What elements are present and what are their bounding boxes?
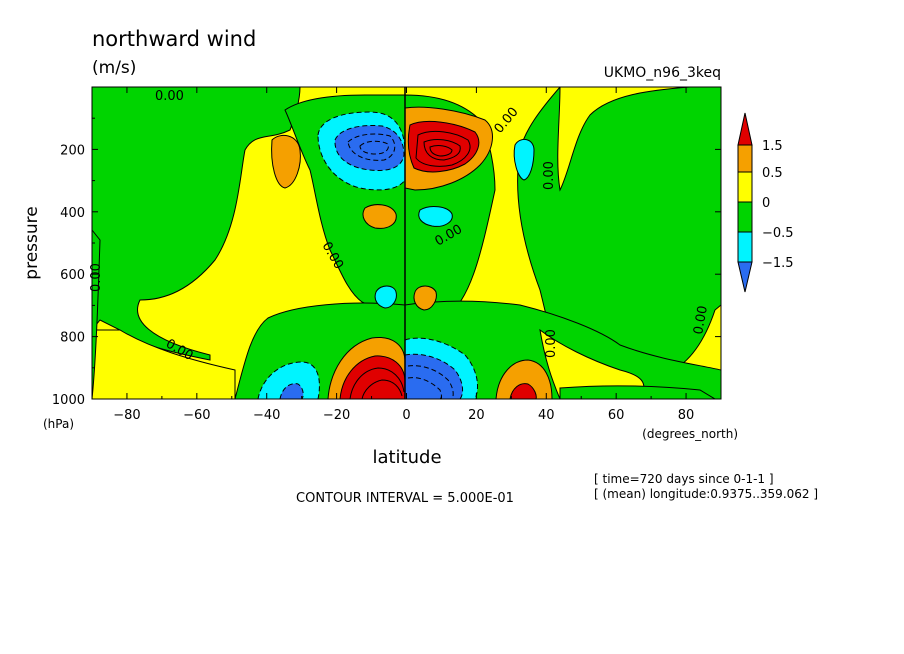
blob-orange-west-200 bbox=[271, 134, 301, 189]
x-tick-label-5: 20 bbox=[468, 408, 485, 423]
y-tick-label-0: 200 bbox=[60, 143, 85, 158]
cell-lower-north-blue bbox=[404, 353, 464, 399]
colorbar-label-3: −0.5 bbox=[762, 226, 794, 241]
blob-orange-south-400 bbox=[362, 204, 397, 229]
inner-contour-lower-south-1 bbox=[349, 367, 405, 399]
blob-orange-north-600 bbox=[413, 285, 437, 311]
cell-lower-subtropic-north-red bbox=[509, 383, 537, 399]
y-tick-label-4: 1000 bbox=[52, 393, 85, 408]
plot-field bbox=[92, 87, 721, 399]
y-tick-label-1: 400 bbox=[60, 206, 85, 221]
x-tick-label-8: 80 bbox=[678, 408, 695, 423]
contour-label-8: 0.00 bbox=[691, 305, 711, 336]
colorbar-legend: 1.5 0.5 0 −0.5 −1.5 bbox=[737, 112, 794, 293]
cell-lower-subtropic-south-blue bbox=[279, 383, 304, 399]
contour-label-6: 0.00 bbox=[544, 329, 559, 358]
cell-lower-subtropic-south-cyan bbox=[257, 361, 320, 399]
chart-title: northward wind bbox=[92, 27, 256, 51]
cell-upper-south-blue bbox=[334, 125, 405, 171]
contour-label-9: 0.00 bbox=[89, 263, 104, 292]
x-axis-units: (degrees_north) bbox=[642, 427, 738, 441]
chart-units: (m/s) bbox=[92, 58, 136, 78]
contour-interval: CONTOUR INTERVAL = 5.000E-01 bbox=[296, 491, 514, 506]
y-tick-label-2: 600 bbox=[60, 268, 85, 283]
inner-contour-upper-north-3 bbox=[429, 145, 453, 157]
time-info: [ time=720 days since 0-1-1 ] bbox=[594, 472, 774, 486]
contour-label-1: 0.00 bbox=[155, 89, 184, 104]
inner-contour-upper-north-1 bbox=[415, 130, 471, 167]
colorbar-top-arrow bbox=[737, 112, 753, 146]
x-tick-label-7: 60 bbox=[608, 408, 625, 423]
inner-contour-lower-south-2 bbox=[361, 379, 403, 399]
cell-upper-north-red bbox=[407, 120, 480, 173]
colorbar-label-2: 0 bbox=[762, 196, 770, 211]
colorbar-label-1: 0.5 bbox=[762, 166, 783, 181]
colorbar-segment-2 bbox=[737, 201, 753, 233]
x-tick-label-1: −60 bbox=[183, 408, 210, 423]
region-yellow-west-low bbox=[92, 329, 236, 399]
colorbar-bottom-arrow bbox=[737, 261, 753, 293]
blob-cyan-east-200 bbox=[513, 138, 535, 181]
colorbar-segment-3 bbox=[737, 231, 753, 263]
x-tick-label-3: −20 bbox=[323, 408, 350, 423]
inner-contours bbox=[347, 130, 471, 399]
inner-contour-upper-south-2 bbox=[359, 140, 389, 155]
colorbar-segment-1 bbox=[737, 171, 753, 203]
cell-lower-subtropic-north-orange bbox=[495, 359, 553, 399]
inner-contour-upper-north-2 bbox=[423, 138, 461, 161]
y-tick-label-3: 800 bbox=[60, 331, 85, 346]
inner-contour-upper-south-1 bbox=[347, 133, 396, 161]
region-yellow-east-low bbox=[539, 328, 645, 399]
longitude-info: [ (mean) longitude:0.9375..359.062 ] bbox=[594, 487, 818, 501]
x-tick-label-0: −80 bbox=[113, 408, 140, 423]
blob-cyan-south-600 bbox=[374, 285, 397, 309]
region-green-west bbox=[92, 87, 301, 361]
blob-cyan-north-400 bbox=[418, 206, 453, 227]
colorbar-label-0: 1.5 bbox=[762, 139, 783, 154]
colorbar-label-4: −1.5 bbox=[762, 256, 794, 271]
y-axis-title: pressure bbox=[22, 206, 42, 279]
x-tick-label-4: 0 bbox=[402, 408, 410, 423]
x-tick-label-2: −40 bbox=[253, 408, 280, 423]
y-axis-units: (hPa) bbox=[43, 417, 74, 431]
y-axis: 200 400 600 800 1000 bbox=[52, 117, 721, 408]
inner-contour-lower-north-1 bbox=[407, 365, 454, 399]
region-green-west-edge bbox=[92, 229, 101, 399]
region-green-far-east bbox=[559, 385, 716, 399]
x-axis-title: latitude bbox=[372, 447, 441, 468]
x-tick-label-6: 40 bbox=[538, 408, 555, 423]
x-axis: −80 −60 −40 −20 0 20 40 60 80 bbox=[91, 87, 722, 423]
colorbar-segment-0 bbox=[737, 144, 753, 173]
contour-label-5: 0.00 bbox=[542, 161, 557, 190]
dataset-label: UKMO_n96_3keq bbox=[604, 65, 721, 81]
